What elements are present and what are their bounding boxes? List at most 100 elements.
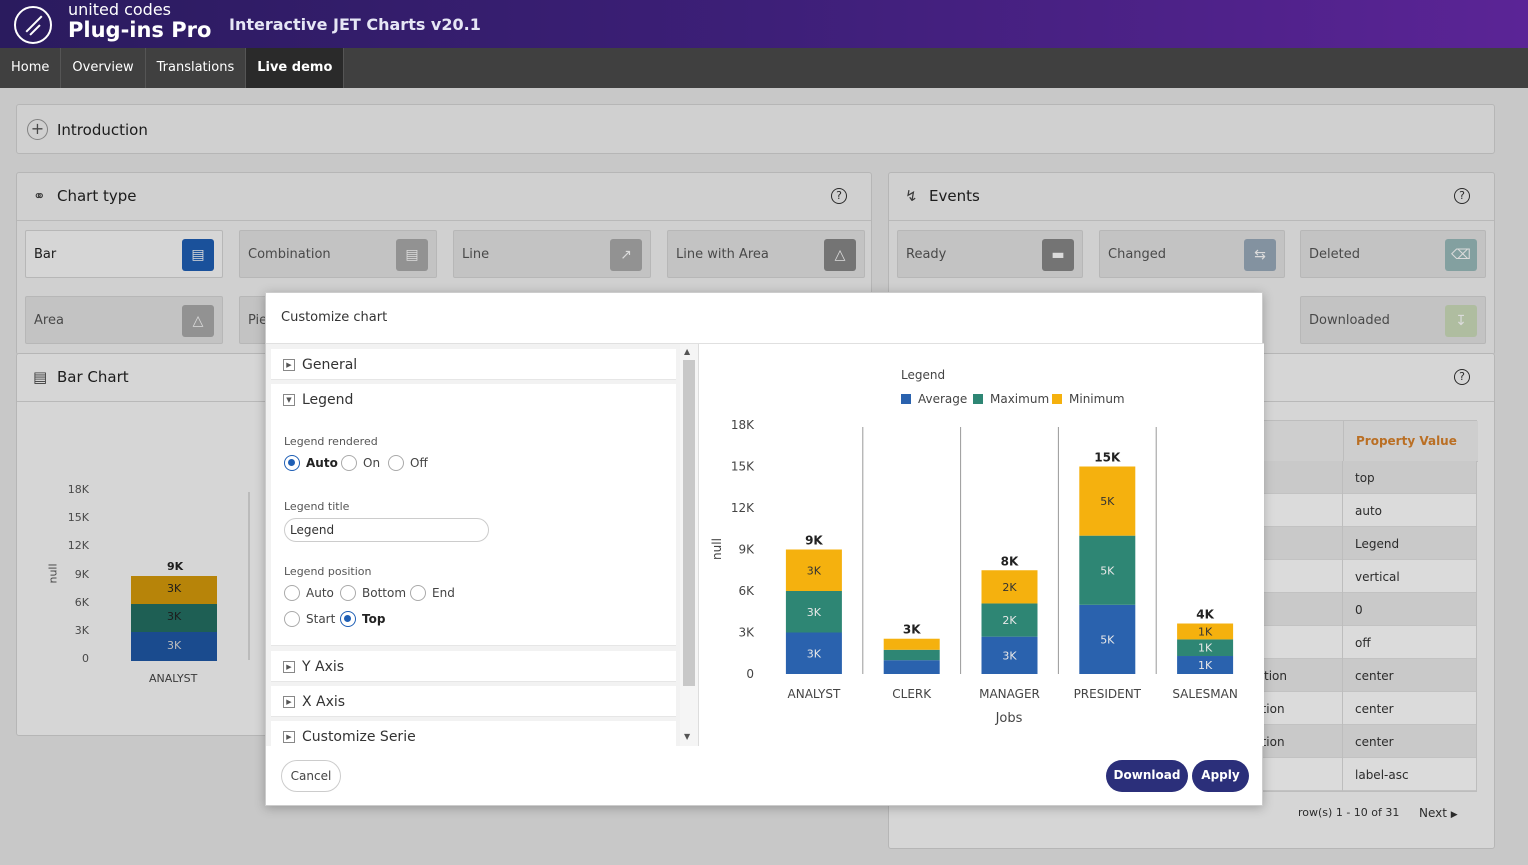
nav-overview[interactable]: Overview <box>61 48 146 88</box>
radio-position-start[interactable]: Start <box>284 611 335 627</box>
cancel-button[interactable]: Cancel <box>281 760 341 792</box>
bar-segment-average[interactable] <box>1079 604 1136 674</box>
bar-segment-average[interactable] <box>981 636 1038 674</box>
legend-swatch-minimum <box>1052 394 1062 404</box>
radio-label: End <box>432 586 455 600</box>
bar-segment-average[interactable] <box>785 632 842 675</box>
bar-segment-maximum[interactable] <box>785 591 842 633</box>
section-customize-serie[interactable]: ▶ Customize Serie <box>271 721 676 746</box>
nav-home[interactable]: Home <box>0 48 62 88</box>
radio-position-top[interactable]: Top <box>340 611 385 627</box>
bar-segment-minimum[interactable] <box>785 549 842 592</box>
chart-type-line-area-tile[interactable]: Line with Area △ <box>667 230 865 278</box>
bar-segment-minimum[interactable] <box>883 638 940 650</box>
section-label[interactable]: Legend <box>302 392 354 408</box>
bar-segment-minimum[interactable] <box>131 576 217 604</box>
radio-position-auto[interactable]: Auto <box>284 585 334 601</box>
collapsed-triangle-icon: ▶ <box>283 359 295 371</box>
legend-title-input[interactable] <box>284 518 489 542</box>
y-tick: 6K <box>74 596 89 609</box>
bar-chart-icon: ▤ <box>33 368 48 386</box>
bar-segment-label: 3K <box>167 639 182 652</box>
introduction-title[interactable]: Introduction <box>57 121 148 139</box>
y-tick-label: 0 <box>746 667 754 681</box>
radio-position-end[interactable]: End <box>410 585 455 601</box>
bar-segment-label: 2K <box>1002 581 1017 594</box>
bar-segment-average[interactable] <box>131 632 217 661</box>
y-tick-label: 15K <box>731 460 755 474</box>
bar-segment-label: 5K <box>1100 633 1115 646</box>
scroll-down-arrow-icon[interactable]: ▼ <box>684 732 691 741</box>
section-general[interactable]: ▶ General <box>271 349 676 380</box>
section-label: Y Axis <box>302 659 345 675</box>
property-value-cell: top <box>1355 471 1375 485</box>
radio-position-bottom[interactable]: Bottom <box>340 585 406 601</box>
download-button[interactable]: Download <box>1106 760 1188 792</box>
section-label: General <box>302 357 358 373</box>
bar-segment-minimum[interactable] <box>1177 623 1234 640</box>
legend-label-average: Average <box>918 392 967 406</box>
apply-button[interactable]: Apply <box>1192 760 1249 792</box>
expanded-triangle-icon[interactable]: ▼ <box>283 394 295 406</box>
x-axis-title: Jobs <box>995 711 1023 726</box>
bar-segment-label: 3K <box>167 582 182 595</box>
bar-segment-maximum[interactable] <box>1177 639 1234 657</box>
section-x-axis[interactable]: ▶ X Axis <box>271 686 676 717</box>
bar-segment-average[interactable] <box>1177 656 1234 674</box>
radio-legend-rendered-auto[interactable]: Auto <box>284 455 338 471</box>
chart-type-line-tile[interactable]: Line ↗ <box>453 230 651 278</box>
scrollbar-thumb[interactable] <box>683 360 695 686</box>
y-tick: 12K <box>67 539 89 552</box>
radio-legend-rendered-off[interactable]: Off <box>388 455 428 471</box>
collapsed-triangle-icon: ▶ <box>283 731 295 743</box>
help-icon[interactable]: ? <box>831 188 847 204</box>
chart-preview-pane: Legend Average Maximum Minimum 0 3K 6K 9K 12K 15K… <box>699 344 1264 746</box>
next-page-link[interactable]: Next ▶ <box>1419 806 1458 820</box>
radio-legend-rendered-on[interactable]: On <box>341 455 380 471</box>
bar-segment-maximum[interactable] <box>1079 535 1136 605</box>
bar-segment-maximum[interactable] <box>981 603 1038 637</box>
property-value-cell: center <box>1355 735 1394 749</box>
radio-label: Start <box>306 612 336 626</box>
dialog-body: ▶ General ▼ Legend Legend rendered Auto … <box>266 343 1264 746</box>
united-codes-logo-icon[interactable] <box>14 6 52 44</box>
chart-type-header: ⚭ Chart type ? <box>17 173 871 221</box>
bar-segment-average[interactable] <box>883 660 940 674</box>
legend-swatch-maximum <box>973 394 983 404</box>
settings-scrollbar[interactable]: ▲ ▼ <box>680 344 698 746</box>
main-navigation: Home Overview Translations Live demo <box>0 48 1528 88</box>
event-ready-tile[interactable]: Ready ▬ <box>897 230 1083 278</box>
event-downloaded-tile[interactable]: Downloaded ↧ <box>1300 296 1486 344</box>
expand-plus-icon[interactable]: + <box>27 119 48 140</box>
event-deleted-tile[interactable]: Deleted ⌫ <box>1300 230 1486 278</box>
event-changed-tile[interactable]: Changed ⇆ <box>1099 230 1285 278</box>
y-tick-label: 6K <box>738 584 755 598</box>
bar-segment-maximum[interactable] <box>131 604 217 632</box>
collapsed-triangle-icon: ▶ <box>283 661 295 673</box>
customize-chart-dialog: Customize chart ▶ General ▼ Legend Legen… <box>265 292 1264 806</box>
bar-segment-minimum[interactable] <box>1079 466 1136 536</box>
section-label: Customize Serie <box>302 729 416 745</box>
bar-segment-minimum[interactable] <box>981 570 1038 604</box>
chart-type-area-tile[interactable]: Area △ <box>25 296 223 344</box>
legend-label-maximum: Maximum <box>990 392 1049 406</box>
legend-title-label: Legend title <box>284 500 350 513</box>
nav-live-demo[interactable]: Live demo <box>246 48 345 88</box>
help-icon[interactable]: ? <box>1454 369 1470 385</box>
section-y-axis[interactable]: ▶ Y Axis <box>271 651 676 682</box>
tile-label: Downloaded <box>1309 313 1390 328</box>
bar-segment-maximum[interactable] <box>883 649 940 661</box>
chart-type-bar-tile[interactable]: Bar ▤ <box>25 230 223 278</box>
bar-segment-label: 1K <box>1198 625 1213 638</box>
nav-translations[interactable]: Translations <box>146 48 247 88</box>
chart-type-combination-tile[interactable]: Combination ▤ <box>239 230 437 278</box>
next-label[interactable]: Next <box>1419 806 1447 820</box>
x-category-label: ANALYST <box>788 687 841 701</box>
x-category-label: PRESIDENT <box>1074 687 1142 701</box>
radio-label: Top <box>362 612 386 626</box>
scroll-up-arrow-icon[interactable]: ▲ <box>684 347 691 356</box>
y-tick-label: 9K <box>738 543 755 557</box>
bar-segment-label: 3K <box>807 606 822 619</box>
property-value-header[interactable]: Property Value <box>1356 434 1457 448</box>
help-icon[interactable]: ? <box>1454 188 1470 204</box>
